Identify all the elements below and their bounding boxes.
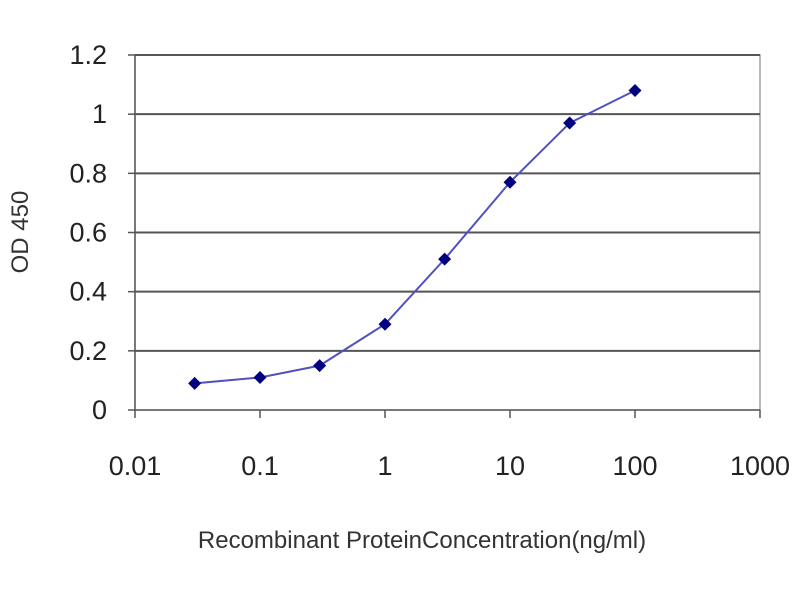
x-axis-title: Recombinant ProteinConcentration(ng/ml) (198, 527, 646, 554)
x-tick-label: 100 (612, 451, 657, 481)
data-point (313, 359, 327, 373)
y-tick-label: 1 (92, 99, 107, 129)
series-line (194, 89, 636, 385)
y-tick-label: 1.2 (69, 40, 107, 70)
y-tick-label: 0.8 (69, 158, 107, 188)
x-tick-label: 0.01 (109, 451, 162, 481)
data-point (628, 84, 642, 97)
y-axis-title: OD 450 (7, 191, 34, 274)
data-point (378, 317, 392, 331)
x-axis-ticks: 0.01 0.1 1 10 100 1000 (109, 409, 790, 481)
data-point (253, 370, 267, 384)
x-tick-label: 1000 (730, 451, 790, 481)
data-point (563, 116, 577, 130)
x-tick-label: 10 (495, 451, 525, 481)
gridlines (135, 54, 760, 352)
y-tick-label: 0.2 (69, 336, 107, 366)
data-point (503, 175, 517, 189)
data-point (438, 252, 452, 266)
x-tick-label: 0.1 (241, 451, 279, 481)
series-group (188, 84, 642, 390)
y-tick-label: 0 (92, 395, 107, 425)
y-tick-label: 0.6 (69, 218, 107, 248)
y-tick-label: 0.4 (69, 277, 107, 307)
y-axis-ticks: 0 0.2 0.4 0.6 0.8 1 1.2 (69, 40, 136, 425)
x-tick-label: 1 (377, 451, 392, 481)
data-point (188, 376, 202, 390)
